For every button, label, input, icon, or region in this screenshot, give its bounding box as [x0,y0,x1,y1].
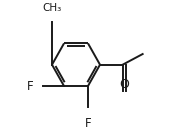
Text: CH₃: CH₃ [42,3,62,13]
Text: F: F [85,117,91,130]
Text: O: O [119,78,129,91]
Text: F: F [27,79,33,92]
